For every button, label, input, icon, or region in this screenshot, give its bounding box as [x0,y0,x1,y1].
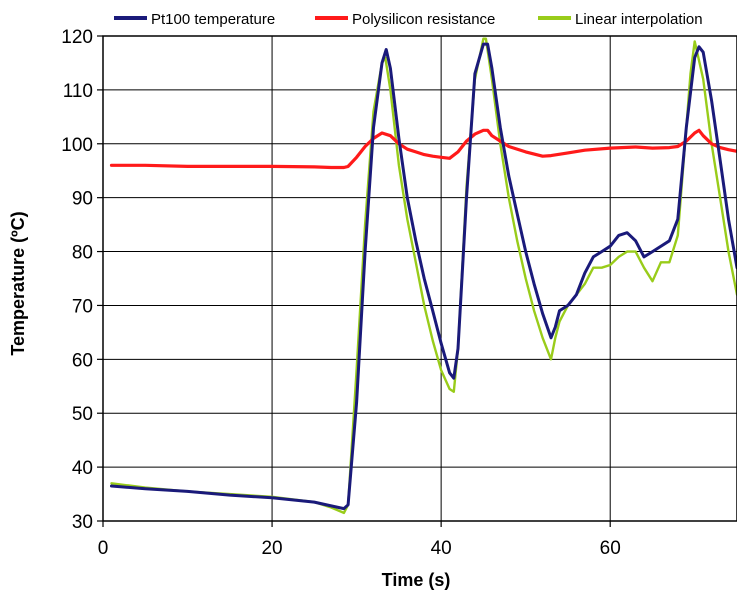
x-tick-label: 0 [98,538,109,559]
y-tick-label: 110 [63,81,93,102]
x-tick-label: 40 [431,538,452,559]
x-tick-label: 60 [600,538,621,559]
y-tick-label: 60 [72,350,93,371]
y-tick-label: 80 [72,243,93,264]
legend-label-polysilicon-resistance: Polysilicon resistance [352,11,495,28]
legend-label-linear-interpolation: Linear interpolation [575,11,703,28]
y-tick-label: 40 [72,458,93,479]
ticks [97,35,611,527]
tick-labels: 30 40 50 60 70 80 90 100 110 120 0 20 40 60 [61,27,620,559]
grid [103,36,737,521]
y-tick-label: 90 [72,189,93,210]
plot-frame [102,35,737,522]
legend: Pt100 temperature Polysilicon resistance L… [114,11,703,28]
y-axis-title: Temperature (ºC) [8,211,28,355]
y-tick-label: 50 [72,404,93,425]
series-layer [109,37,737,515]
y-tick-label: 70 [72,296,93,317]
series-line-polysilicon-resistance [109,128,737,170]
y-tick-label: 30 [72,512,93,533]
x-axis-title: Time (s) [382,570,451,590]
legend-label-pt100-temperature: Pt100 temperature [151,11,275,28]
x-tick-label: 20 [261,538,282,559]
series-line-linear-interpolation [110,37,737,515]
y-tick-label: 120 [61,27,93,48]
series-line-pt100-temperature [110,42,737,511]
y-tick-label: 100 [61,135,93,156]
